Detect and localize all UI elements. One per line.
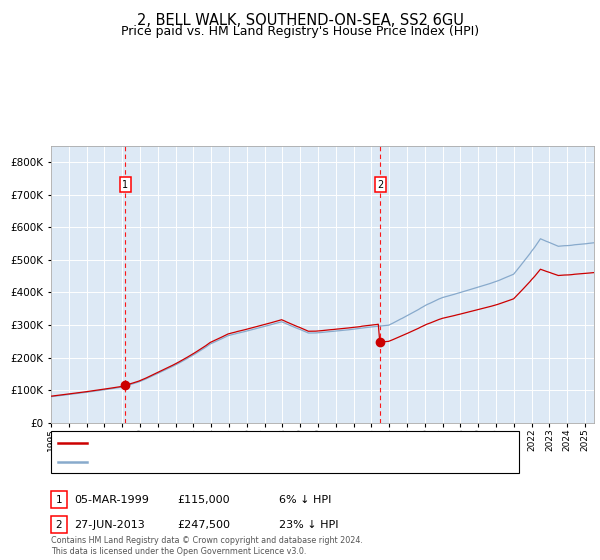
Text: Price paid vs. HM Land Registry's House Price Index (HPI): Price paid vs. HM Land Registry's House … xyxy=(121,25,479,38)
Text: Contains HM Land Registry data © Crown copyright and database right 2024.
This d: Contains HM Land Registry data © Crown c… xyxy=(51,536,363,556)
Text: 2: 2 xyxy=(377,180,383,190)
Text: 27-JUN-2013: 27-JUN-2013 xyxy=(74,520,145,530)
Text: 05-MAR-1999: 05-MAR-1999 xyxy=(74,494,149,505)
Text: 1: 1 xyxy=(122,180,128,190)
Text: 1: 1 xyxy=(55,494,62,505)
Text: 2, BELL WALK, SOUTHEND-ON-SEA, SS2 6GU: 2, BELL WALK, SOUTHEND-ON-SEA, SS2 6GU xyxy=(137,13,463,28)
Text: 2: 2 xyxy=(55,520,62,530)
Text: 6% ↓ HPI: 6% ↓ HPI xyxy=(279,494,331,505)
Text: £247,500: £247,500 xyxy=(177,520,230,530)
Text: £115,000: £115,000 xyxy=(177,494,230,505)
Text: 2, BELL WALK, SOUTHEND-ON-SEA, SS2 6GU (detached house): 2, BELL WALK, SOUTHEND-ON-SEA, SS2 6GU (… xyxy=(92,437,406,447)
Text: 23% ↓ HPI: 23% ↓ HPI xyxy=(279,520,338,530)
Text: HPI: Average price, detached house, Southend-on-Sea: HPI: Average price, detached house, Sout… xyxy=(92,457,362,467)
